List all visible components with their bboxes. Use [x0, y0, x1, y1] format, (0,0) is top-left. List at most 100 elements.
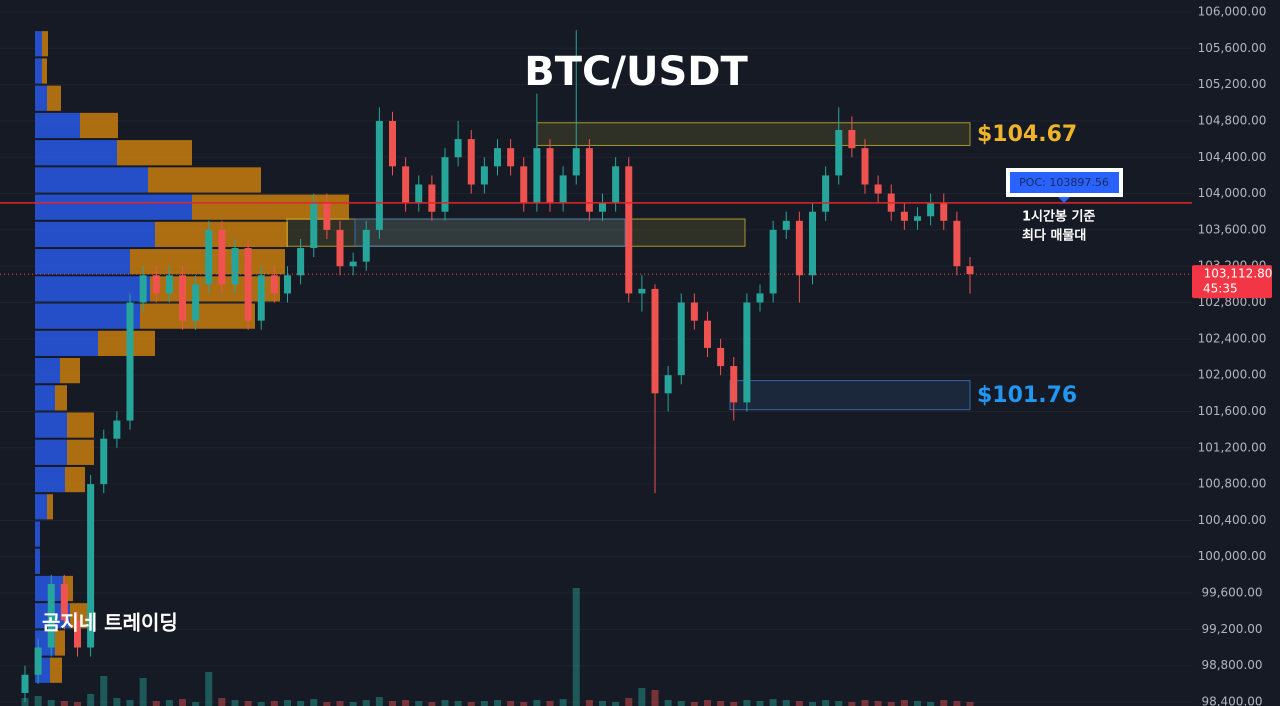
profile-buy [35, 330, 98, 356]
y-tick-label: 100,000.00 [1198, 549, 1267, 563]
volume-bar [533, 700, 541, 706]
volume-bar [218, 698, 226, 706]
candle-body [349, 261, 357, 267]
candle-body [690, 302, 698, 321]
profile-buy [35, 221, 155, 248]
profile-buy [35, 58, 42, 84]
candle-body [927, 202, 935, 217]
profile-buy [35, 140, 117, 166]
candle-body [677, 302, 685, 376]
volume-bar [546, 701, 554, 706]
volume-bar [126, 700, 134, 706]
volume-bar [966, 702, 974, 706]
candle-body [599, 202, 606, 212]
profile-buy [35, 85, 47, 111]
candle-body [428, 184, 436, 212]
volume-bar [362, 700, 370, 706]
y-tick-label: 102,800.00 [1198, 295, 1267, 309]
volume-bar [428, 702, 436, 706]
volume-bar [139, 678, 147, 706]
volume-bar [612, 702, 620, 706]
profile-buy [35, 548, 40, 574]
volume-bar [664, 700, 672, 706]
profile-buy [35, 249, 130, 275]
y-tick-label: 100,800.00 [1198, 477, 1267, 491]
candle-body [704, 320, 711, 348]
volume-bar [599, 701, 606, 706]
candle-body [743, 302, 751, 403]
volume-bar [244, 701, 252, 706]
watermark: 곰지네 트레이딩 [42, 611, 178, 635]
y-tick-label: 101,600.00 [1198, 404, 1267, 418]
volume-bar [375, 697, 383, 706]
candle-body [585, 148, 593, 212]
volume-bar [284, 700, 291, 706]
candle-body [769, 229, 777, 294]
profile-buy [35, 412, 67, 438]
profile-buy [35, 276, 150, 302]
profile-sell [60, 357, 80, 384]
volume-bar [559, 699, 567, 706]
y-tick-label: 104,000.00 [1198, 186, 1267, 200]
candle-body [139, 275, 147, 303]
volume-bar [113, 698, 121, 706]
volume-bar [914, 701, 921, 706]
candle-body [284, 275, 291, 294]
profile-sell [55, 630, 65, 656]
poc-note: 최다 매물대 [1022, 228, 1086, 244]
candle-body [454, 139, 462, 158]
volume-bar [690, 702, 698, 706]
volume-bar [297, 701, 305, 706]
volume-bar [520, 702, 528, 706]
volume-bar [861, 700, 869, 706]
candle-body [126, 302, 134, 421]
poc-note: 1시간봉 기준 [1022, 209, 1095, 225]
candle-body [323, 202, 331, 230]
candle-body [362, 229, 370, 262]
volume-bar [389, 701, 396, 706]
profile-sell [63, 575, 73, 602]
candle-body [940, 202, 948, 221]
candle-body [21, 674, 29, 693]
y-tick-label: 102,000.00 [1198, 368, 1267, 382]
profile-sell [148, 167, 261, 193]
volume-bar [47, 700, 55, 706]
zone-label: $104.67 [977, 122, 1077, 147]
candle-body [782, 220, 790, 230]
candle-body [572, 148, 580, 176]
y-tick-label: 103,600.00 [1198, 222, 1267, 236]
candle-body [310, 202, 318, 249]
profile-sell [50, 657, 62, 683]
volume-bar [349, 702, 357, 706]
volume-bar [730, 702, 738, 706]
zone [536, 122, 971, 146]
candle-body [415, 184, 423, 203]
candle-body [402, 166, 410, 203]
candle-body [192, 284, 200, 321]
profile-sell [67, 412, 94, 438]
candle-body [47, 583, 55, 648]
profile-buy [35, 466, 65, 493]
volume-bar [585, 700, 593, 706]
candle-body [100, 438, 108, 485]
y-tick-label: 105,600.00 [1198, 41, 1267, 55]
y-tick-label: 102,400.00 [1198, 331, 1267, 345]
profile-sell [117, 140, 192, 166]
volume-bar [782, 700, 790, 706]
profile-buy [35, 167, 148, 193]
candle-body [953, 220, 961, 267]
volume-bar [638, 688, 646, 706]
candle-body [389, 120, 396, 167]
profile-buy [35, 194, 192, 220]
profile-sell [47, 494, 53, 520]
volume-bar [507, 701, 515, 706]
candle-body [835, 130, 843, 176]
candle-body [625, 166, 633, 294]
profile-buy [35, 521, 40, 547]
profile-buy [35, 357, 60, 384]
candle-body [152, 275, 160, 294]
candle-body [756, 293, 764, 303]
candle-body [966, 266, 974, 275]
volume-bar [651, 690, 659, 706]
volume-bar [900, 700, 908, 706]
